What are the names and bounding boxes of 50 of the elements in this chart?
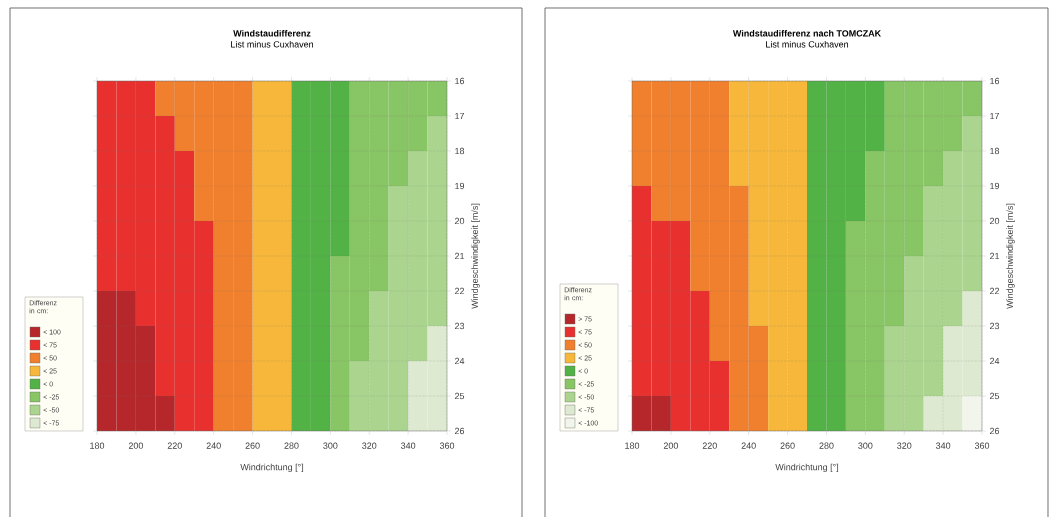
y-tick-label: 22 xyxy=(989,287,1000,295)
x-axis-title: Windrichtung [°] xyxy=(240,463,304,473)
y-tick-label: 26 xyxy=(989,427,1000,435)
x-tick-label: 300 xyxy=(323,442,338,449)
y-tick-label: 20 xyxy=(989,217,1000,225)
y-tick-label: 16 xyxy=(455,77,465,85)
y-tick-label: 26 xyxy=(454,427,465,435)
y-tick-label: 17 xyxy=(455,112,465,120)
x-tick-label: 320 xyxy=(362,442,377,449)
chart-subtitle: List minus Cuxhaven xyxy=(231,40,314,48)
x-tick-label: 360 xyxy=(439,442,455,449)
y-tick-label: 19 xyxy=(990,182,1000,190)
x-tick-label: 320 xyxy=(897,442,912,449)
y-tick-label: 21 xyxy=(989,252,1000,260)
x-tick-label: 260 xyxy=(780,442,795,449)
y-tick-label: 18 xyxy=(455,147,465,155)
x-tick-label: 300 xyxy=(858,442,873,449)
y-tick-label: 21 xyxy=(454,252,465,260)
x-tick-label: 260 xyxy=(245,442,260,449)
y-tick-label: 17 xyxy=(990,112,1000,120)
chart-title: Windstaudifferenz nach TOMCZAK xyxy=(732,29,882,37)
y-tick-label: 22 xyxy=(454,287,465,295)
x-tick-label: 220 xyxy=(167,442,182,449)
y-axis-title: Windgeschwindigkeit [m/s] xyxy=(1006,203,1015,309)
y-tick-label: 23 xyxy=(454,322,465,330)
x-tick-label: 340 xyxy=(935,442,951,449)
x-tick-label: 280 xyxy=(284,442,299,449)
x-tick-label: 200 xyxy=(663,442,679,449)
chart-subtitle: List minus Cuxhaven xyxy=(766,40,849,48)
y-tick-label: 25 xyxy=(454,392,465,400)
y-axis-title: Windgeschwindigkeit [m/s] xyxy=(471,203,480,309)
y-tick-label: 19 xyxy=(455,182,465,190)
x-tick-label: 280 xyxy=(819,442,834,449)
y-tick-label: 24 xyxy=(989,357,1000,365)
y-tick-label: 18 xyxy=(990,147,1000,155)
chart-title: Windstaudifferenz xyxy=(233,29,311,37)
y-tick-label: 20 xyxy=(454,217,465,225)
y-tick-label: 23 xyxy=(989,322,1000,330)
y-tick-label: 25 xyxy=(989,392,1000,400)
x-tick-label: 340 xyxy=(400,442,416,449)
x-tick-label: 240 xyxy=(741,442,756,449)
x-tick-label: 200 xyxy=(128,442,144,449)
x-tick-label: 180 xyxy=(90,442,105,449)
x-tick-label: 180 xyxy=(625,442,640,449)
x-tick-label: 220 xyxy=(702,442,717,449)
y-tick-label: 24 xyxy=(454,357,465,365)
x-tick-label: 360 xyxy=(974,442,990,449)
x-axis-title: Windrichtung [°] xyxy=(775,463,839,473)
x-tick-label: 240 xyxy=(206,442,221,449)
y-tick-label: 16 xyxy=(990,77,1000,85)
